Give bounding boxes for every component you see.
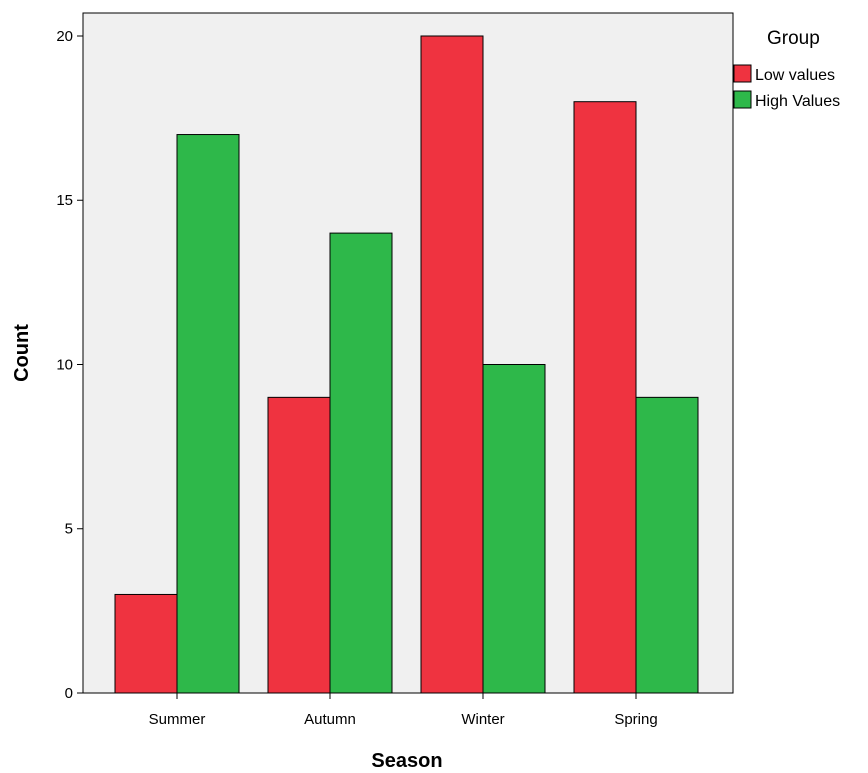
legend-swatch-low-values (733, 64, 752, 83)
x-axis: Summer Autumn Winter Spring (149, 693, 658, 728)
bar-spring-high-values (635, 396, 699, 694)
bars-group (114, 35, 699, 694)
y-tick-label: 10 (56, 356, 73, 373)
y-tick-label: 5 (65, 521, 73, 538)
y-tick-label: 15 (56, 192, 73, 209)
x-tick-label-winter: Winter (461, 711, 504, 728)
x-tick-label-summer: Summer (149, 711, 206, 728)
bar-winter-high-values (482, 363, 546, 694)
legend-label-low-values: Low values (755, 67, 835, 84)
y-axis-title: Count (11, 324, 33, 382)
x-tick-label-autumn: Autumn (304, 711, 356, 728)
bar-summer-high-values (176, 134, 240, 694)
y-tick-label: 0 (65, 685, 73, 702)
bar-summer-low-values (114, 593, 178, 694)
bar-winter-low-values (420, 35, 484, 694)
legend-swatch-high-values (733, 90, 752, 109)
x-axis-title: Season (371, 750, 442, 772)
legend: Group Low values High Values (733, 28, 840, 110)
y-axis: 0 5 10 15 20 (56, 28, 83, 702)
bar-spring-low-values (573, 101, 637, 694)
x-tick-label-spring: Spring (614, 711, 657, 728)
legend-label-high-values: High Values (755, 93, 840, 110)
y-tick-label: 20 (56, 28, 73, 45)
legend-title: Group (767, 28, 820, 49)
bar-autumn-low-values (267, 396, 331, 694)
bar-autumn-high-values (329, 232, 393, 694)
